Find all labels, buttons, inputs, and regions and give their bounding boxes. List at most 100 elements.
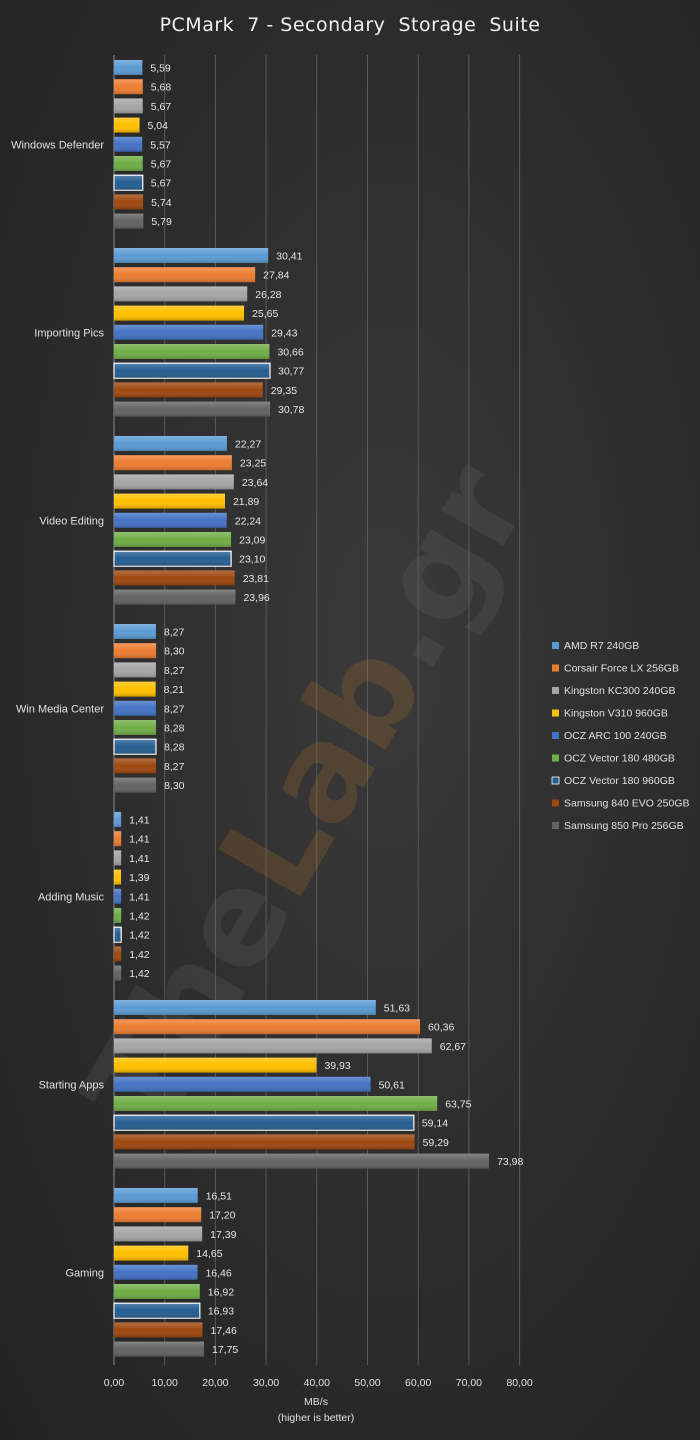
data-label: 30,41	[276, 251, 302, 263]
data-label: 59,29	[423, 1137, 449, 1149]
data-label: 5,67	[151, 101, 172, 113]
x-tick-label: 40,00	[304, 1377, 330, 1389]
legend-label-ocz-arc-100-240gb: OCZ ARC 100 240GB	[564, 730, 667, 742]
data-label: 22,27	[235, 439, 261, 451]
x-tick-label: 60,00	[405, 1377, 431, 1389]
bar-shade	[114, 624, 156, 639]
bar-shade	[114, 401, 271, 417]
bar-shade	[114, 888, 122, 904]
data-label: 1,42	[129, 968, 150, 980]
legend-swatch-ocz-vector-180-960gb	[551, 776, 560, 785]
data-label: 5,68	[151, 82, 172, 94]
category-label-gaming: Gaming	[65, 1267, 104, 1279]
legend-label-samsung-840-evo-250gb: Samsung 840 EVO 250GB	[564, 798, 690, 810]
chart-title: PCMark 7 - Secondary Storage Suite	[160, 14, 541, 36]
bar-shade	[114, 194, 144, 210]
data-label: 5,67	[151, 178, 172, 190]
data-label: 23,25	[240, 458, 266, 470]
data-label: 23,96	[243, 592, 269, 604]
category-label-windows-defender: Windows Defender	[11, 139, 104, 151]
data-label: 8,27	[164, 627, 185, 639]
data-label: 8,30	[164, 780, 185, 792]
bar-shade	[114, 700, 156, 716]
data-label: 60,36	[428, 1022, 454, 1034]
bar-shade	[114, 175, 143, 191]
data-label: 5,79	[151, 216, 172, 228]
data-label: 50,61	[379, 1079, 405, 1091]
data-label: 8,27	[164, 665, 185, 677]
bar-shade	[114, 1303, 200, 1319]
bar-shade	[114, 1245, 189, 1261]
bar-shade	[114, 1264, 198, 1280]
bar-shade	[114, 1207, 202, 1223]
data-label: 1,42	[129, 911, 150, 923]
bar-shade	[114, 305, 245, 321]
bar-shade	[114, 156, 143, 171]
bar-shade	[114, 213, 144, 229]
data-label: 1,41	[129, 815, 150, 827]
legend-swatch-amd-r7-240gb	[552, 642, 559, 649]
bar-shade	[114, 720, 156, 735]
data-label: 39,93	[324, 1060, 350, 1072]
bar-shade	[114, 927, 122, 943]
data-label: 5,67	[151, 159, 172, 171]
bar-shade	[114, 512, 227, 528]
legend-label-ocz-vector-180-480gb: OCZ Vector 180 480GB	[564, 753, 675, 765]
x-tick-label: 50,00	[354, 1377, 380, 1389]
data-label: 17,46	[211, 1325, 237, 1337]
category-label-starting-apps: Starting Apps	[39, 1079, 105, 1091]
x-tick-label: 0,00	[104, 1377, 125, 1389]
legend-swatch-kingston-v310-960gb	[552, 709, 559, 717]
data-label: 8,28	[164, 742, 185, 754]
data-label: 1,41	[129, 891, 150, 903]
data-label: 23,64	[242, 477, 268, 489]
bar-shade	[114, 344, 270, 359]
category-label-video-editing: Video Editing	[39, 515, 104, 527]
bar-shade	[114, 643, 157, 659]
category-labels: Windows Defender Importing Pics Video Edit…	[11, 139, 104, 1279]
legend-label-ocz-vector-180-960gb: OCZ Vector 180 960GB	[564, 775, 675, 787]
bar-shade	[114, 1000, 376, 1015]
bar-shade	[114, 1284, 200, 1299]
bar-shade	[114, 136, 143, 152]
bar-shade	[114, 946, 122, 962]
legend-label-kingston-kc300-240gb: Kingston KC300 240GB	[564, 685, 676, 697]
data-label: 63,75	[445, 1099, 471, 1111]
category-label-win-media-center: Win Media Center	[16, 703, 104, 715]
data-label: 8,27	[164, 703, 185, 715]
x-axis-note: (higher is better)	[278, 1412, 354, 1424]
legend-swatch-ocz-arc-100-240gb	[552, 732, 559, 739]
bar-shade	[114, 739, 156, 755]
bar-shade	[114, 869, 122, 885]
data-label: 23,09	[239, 535, 265, 547]
bar-shade	[114, 831, 122, 847]
data-label: 5,57	[150, 139, 171, 151]
data-label: 8,27	[164, 761, 185, 773]
data-label: 5,59	[150, 63, 171, 75]
x-axis-ticks: 0,00 10,00 20,00 30,00 40,00 50,00 60,00 70,00 8…	[104, 1377, 533, 1389]
bar-shade	[114, 1115, 414, 1131]
legend-label-amd-r7-240gb: AMD R7 240GB	[564, 640, 639, 652]
data-label: 17,20	[209, 1210, 235, 1222]
data-label: 1,42	[129, 949, 150, 961]
bar-shade	[114, 965, 122, 981]
bar-shade	[114, 551, 232, 567]
data-label: 23,10	[239, 554, 265, 566]
data-label: 1,39	[129, 872, 150, 884]
data-label: 8,30	[164, 646, 185, 658]
bar-shade	[114, 1188, 198, 1203]
legend-label-kingston-v310-960gb: Kingston V310 960GB	[564, 708, 668, 720]
watermark: TheLab.gr	[55, 439, 556, 1156]
bars: 5,59 5,68 5,67 5,04 5,57 5,67 5,67 5,74 5,79 30,4…	[113, 60, 524, 1357]
legend-label-samsung-850-pro-256gb: Samsung 850 Pro 256GB	[564, 820, 684, 832]
bar-shade	[114, 324, 264, 340]
x-tick-label: 20,00	[202, 1377, 228, 1389]
data-label: 1,41	[129, 853, 150, 865]
data-label: 1,42	[129, 930, 150, 942]
legend-swatch-corsair-force-lx-256gb	[552, 664, 559, 672]
data-label: 16,51	[206, 1191, 232, 1203]
bar-shade	[114, 662, 156, 678]
bar-shade	[114, 60, 143, 75]
bar-shade	[114, 98, 143, 114]
data-label: 22,24	[235, 515, 261, 527]
